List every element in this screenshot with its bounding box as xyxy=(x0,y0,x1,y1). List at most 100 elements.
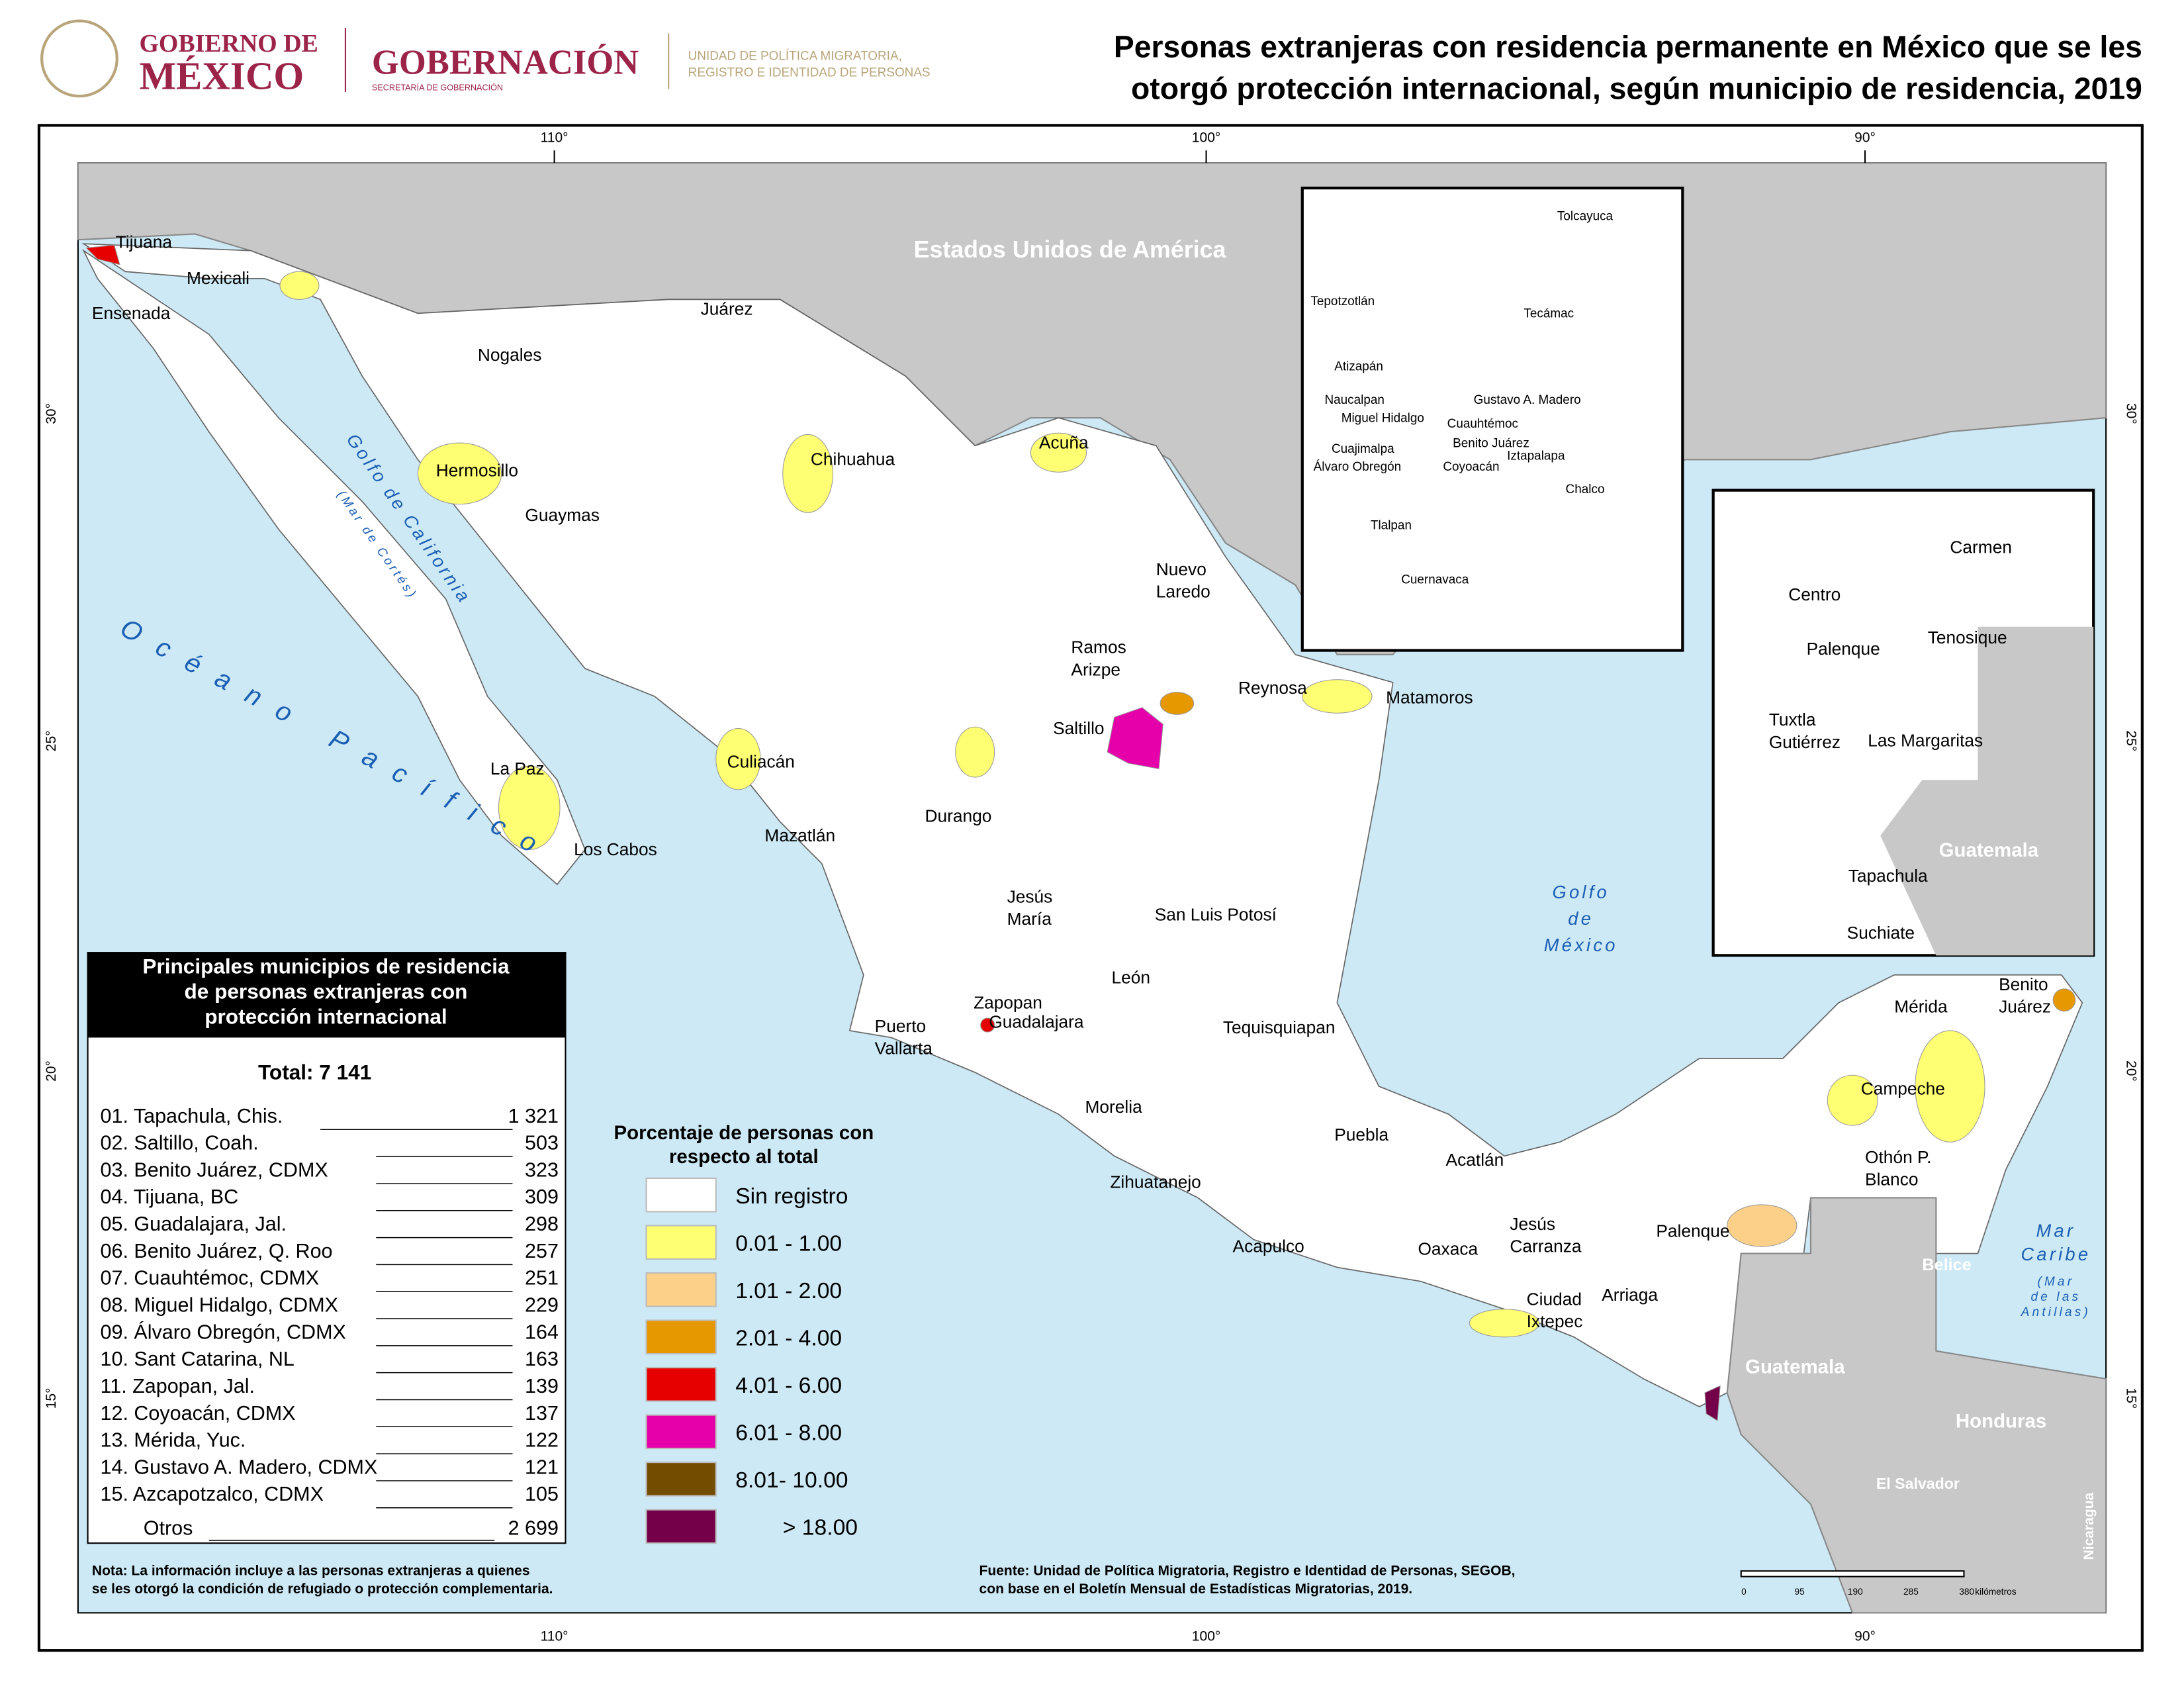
water-label: Caribe xyxy=(2021,1244,2091,1264)
city-label: Hermosillo xyxy=(436,461,518,481)
latitude-label: 15° xyxy=(2124,1387,2139,1409)
row-name: 06. Benito Juárez, Q. Roo xyxy=(101,1240,333,1262)
inset-city-label: Cuajimalpa xyxy=(1332,442,1394,456)
inset-city-label: Tuxtla xyxy=(1769,710,1816,729)
city-label: Puebla xyxy=(1334,1125,1388,1145)
inset-city-label: Álvaro Obregón xyxy=(1314,460,1402,474)
water-label: México xyxy=(1544,935,1618,955)
city-label: Palenque xyxy=(1656,1221,1729,1241)
city-label: Benito xyxy=(1999,974,2048,994)
city-label: Puerto xyxy=(875,1016,926,1036)
row-value: 257 xyxy=(525,1240,559,1262)
city-label: Acuña xyxy=(1039,432,1089,452)
city-label: Tijuana xyxy=(116,232,173,252)
longitude-label: 100° xyxy=(1192,1628,1221,1644)
dept: GOBERNACIÓN xyxy=(372,44,639,82)
inset-city-label: Tapachula xyxy=(1848,866,1928,886)
city-label: Reynosa xyxy=(1238,678,1307,698)
city-label: Culiacán xyxy=(727,751,795,771)
municipality-area xyxy=(955,726,995,778)
latitude-label: 30° xyxy=(2124,403,2139,424)
municipality-area xyxy=(1727,1204,1797,1247)
country-label: Nicaragua xyxy=(2081,1492,2097,1560)
row-value: 323 xyxy=(525,1158,559,1181)
municipality-area xyxy=(1915,1030,1985,1143)
water-label: Mar xyxy=(2036,1220,2076,1241)
municipality-area xyxy=(279,271,320,300)
inset-city-label: Tolcayuca xyxy=(1557,209,1614,223)
city-label: Guaymas xyxy=(525,505,600,525)
row-value: 164 xyxy=(525,1321,559,1343)
municipality-area xyxy=(1107,707,1163,770)
inset-city-label: Las Margaritas xyxy=(1868,731,1983,751)
city-label: Acatlán xyxy=(1446,1150,1504,1170)
legend-label: 6.01 - 8.00 xyxy=(735,1421,842,1445)
municipality-area xyxy=(85,244,120,265)
municipality-area xyxy=(1030,432,1087,473)
country-label: Belice xyxy=(1922,1256,1971,1274)
legend-swatch xyxy=(645,1225,717,1260)
row-value: 309 xyxy=(525,1186,559,1208)
scale-label: 380 xyxy=(1959,1587,1974,1597)
city-label: Matamoros xyxy=(1386,688,1473,708)
latitude-label: 25° xyxy=(2124,730,2139,751)
row-value: 1 321 xyxy=(508,1105,559,1127)
legend-label: 8.01- 10.00 xyxy=(735,1468,848,1493)
row-name: Otros xyxy=(144,1517,193,1540)
city-label: Othón P. xyxy=(1865,1147,1931,1167)
city-label: Ixtepec xyxy=(1527,1311,1583,1331)
inset-city-label: Carmen xyxy=(1950,537,2012,557)
city-label: Morelia xyxy=(1085,1097,1142,1117)
unit-line2: REGISTRO E IDENTIDAD DE PERSONAS xyxy=(688,66,931,80)
legend-swatch xyxy=(645,1462,717,1497)
city-label: Guadalajara xyxy=(989,1012,1084,1032)
municipality-area xyxy=(417,442,502,505)
city-label: Ramos xyxy=(1071,637,1126,657)
municipality-area xyxy=(2052,988,2076,1012)
dept-sub: SECRETARÍA DE GOBERNACIÓN xyxy=(372,83,503,93)
legend-label: > 18.00 xyxy=(783,1516,858,1540)
country-label: Guatemala xyxy=(1745,1356,1845,1378)
city-label: Durango xyxy=(925,806,991,825)
legend-label: Sin registro xyxy=(735,1184,848,1209)
row-name: 07. Cuauhtémoc, CDMX xyxy=(101,1267,320,1289)
title: Personas extranjeras con residencia perm… xyxy=(1114,29,2142,64)
city-label: Arriaga xyxy=(1602,1285,1658,1305)
municipality-area xyxy=(1302,679,1373,714)
ranking-table xyxy=(87,952,567,1544)
row-name: 08. Miguel Hidalgo, CDMX xyxy=(101,1294,338,1317)
legend-title: Porcentaje de personas con xyxy=(614,1122,874,1144)
table-title: Principales municipios de residencia xyxy=(142,955,510,978)
row-value: 2 699 xyxy=(508,1517,559,1540)
city-label: Jesús xyxy=(1510,1214,1555,1234)
row-name: 09. Álvaro Obregón, CDMX xyxy=(101,1320,346,1343)
row-value: 229 xyxy=(525,1294,559,1317)
inset-city-label: Centro xyxy=(1788,585,1841,604)
scale-label: 285 xyxy=(1903,1587,1919,1597)
latitude-label: 25° xyxy=(44,730,59,751)
country-label: Estados Unidos de América xyxy=(914,236,1227,263)
latitude-label: 30° xyxy=(44,403,59,424)
note: Nota: La información incluye a las perso… xyxy=(92,1564,530,1579)
inset-city-label: Tenosique xyxy=(1928,628,2007,647)
city-label: Mexicali xyxy=(187,268,250,288)
scale-label: kilómetros xyxy=(1975,1587,2016,1597)
longitude-label: 100° xyxy=(1192,130,1221,146)
municipality-area xyxy=(980,1017,995,1033)
scale-label: 0 xyxy=(1741,1587,1747,1597)
latitude-label: 15° xyxy=(44,1387,59,1409)
row-name: 13. Mérida, Yuc. xyxy=(101,1429,246,1452)
legend-label: 0.01 - 1.00 xyxy=(735,1231,842,1256)
row-name: 12. Coyoacán, CDMX xyxy=(101,1402,296,1425)
unit-line1: UNIDAD DE POLÍTICA MIGRATORIA, xyxy=(688,49,902,63)
row-value: 122 xyxy=(525,1429,559,1452)
city-label: Nuevo xyxy=(1156,559,1206,579)
row-value: 137 xyxy=(525,1402,559,1425)
inset-city-label: Atizapán xyxy=(1334,360,1383,374)
inset-city-label: Benito Juárez xyxy=(1453,436,1529,450)
city-label: San Luis Potosí xyxy=(1155,905,1277,925)
city-label: Zapopan xyxy=(974,992,1042,1012)
table-title: protección internacional xyxy=(205,1004,447,1028)
legend-swatch xyxy=(645,1177,717,1213)
city-label: Juárez xyxy=(701,299,753,318)
